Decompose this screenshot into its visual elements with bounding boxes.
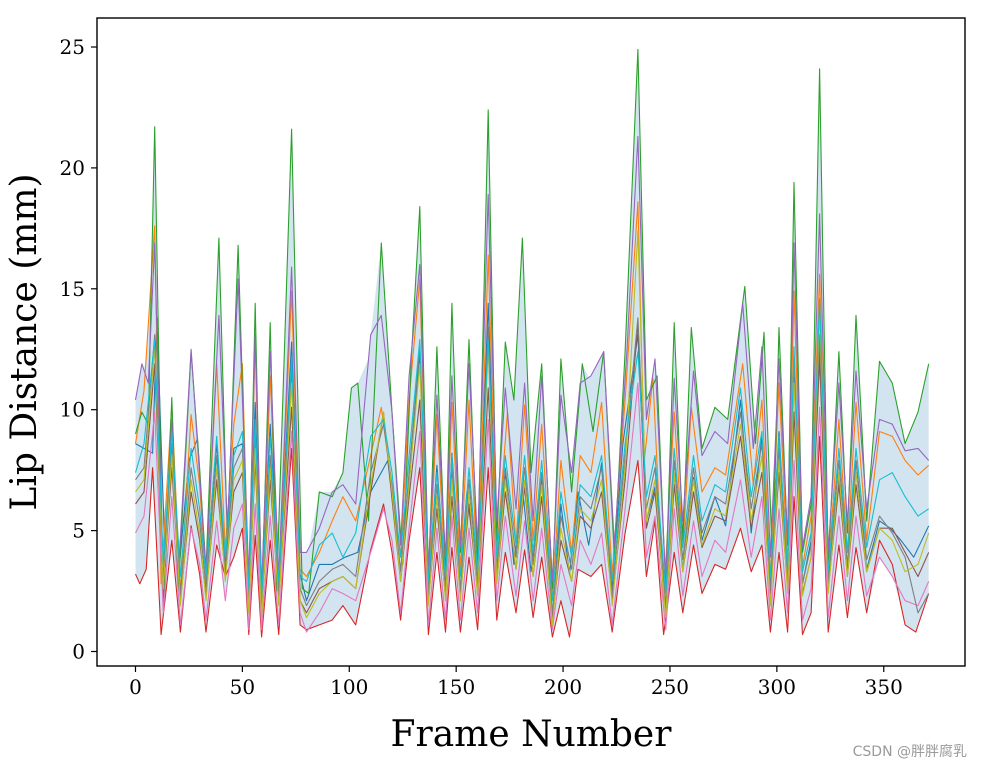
y-tick-label: 25	[60, 35, 85, 59]
y-tick-label: 20	[60, 156, 85, 180]
y-axis-label: Lip Distance (mm)	[4, 173, 45, 510]
plot-frame	[96, 17, 966, 667]
x-tick-label: 0	[129, 675, 142, 699]
y-axis-ticks: 0 5 10 15 20 25	[60, 35, 97, 663]
x-tick-label: 350	[865, 675, 903, 699]
x-tick-label: 250	[651, 675, 689, 699]
min-max-band	[135, 49, 929, 637]
x-tick-label: 200	[544, 675, 582, 699]
series-line-5	[134, 135, 930, 590]
series-line-7	[135, 382, 930, 633]
watermark: CSDN @胖胖腐乳	[852, 744, 967, 760]
y-tick-label: 0	[72, 639, 85, 663]
y-tick-label: 5	[72, 519, 85, 543]
series-lines	[134, 48, 930, 638]
x-tick-label: 50	[230, 675, 255, 699]
y-tick-label: 15	[60, 277, 85, 301]
series-line-10	[134, 297, 930, 602]
x-tick-label: 100	[330, 675, 368, 699]
x-axis-ticks: 0 50 100 150 200 250 300 350	[129, 666, 903, 699]
y-tick-label: 10	[60, 398, 85, 422]
series-line-9	[135, 230, 930, 626]
x-tick-label: 300	[758, 675, 796, 699]
envelope-area	[135, 49, 929, 637]
x-axis-label: Frame Number	[391, 714, 673, 755]
x-tick-label: 150	[437, 675, 475, 699]
